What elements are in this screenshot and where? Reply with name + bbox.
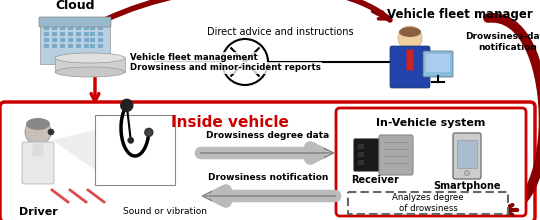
Bar: [52, 38, 57, 42]
Bar: [68, 26, 73, 30]
Polygon shape: [52, 130, 95, 170]
Bar: [60, 44, 65, 48]
Bar: [76, 38, 81, 42]
Bar: [68, 38, 73, 42]
FancyBboxPatch shape: [22, 142, 54, 184]
Ellipse shape: [55, 53, 125, 63]
Circle shape: [222, 39, 268, 85]
Bar: [60, 32, 65, 36]
Bar: [44, 26, 49, 30]
FancyBboxPatch shape: [453, 133, 481, 179]
FancyBboxPatch shape: [336, 108, 526, 216]
Bar: [98, 44, 103, 48]
Bar: [76, 26, 81, 30]
Bar: [84, 44, 89, 48]
Text: Drowsiness notification: Drowsiness notification: [208, 173, 328, 182]
Circle shape: [121, 99, 133, 111]
Bar: [52, 32, 57, 36]
Bar: [76, 32, 81, 36]
Bar: [44, 38, 49, 42]
FancyBboxPatch shape: [407, 50, 414, 70]
FancyBboxPatch shape: [354, 139, 384, 171]
Bar: [358, 152, 364, 157]
FancyBboxPatch shape: [348, 192, 508, 214]
Bar: [98, 32, 103, 36]
Text: Drowsiness and minor-incident reports: Drowsiness and minor-incident reports: [130, 64, 321, 73]
Bar: [90, 32, 95, 36]
FancyBboxPatch shape: [39, 17, 111, 27]
Text: Inside vehicle: Inside vehicle: [171, 115, 289, 130]
Bar: [84, 26, 89, 30]
Bar: [76, 44, 81, 48]
Text: In-Vehicle system: In-Vehicle system: [376, 118, 485, 128]
Text: Vehicle fleet manager: Vehicle fleet manager: [387, 8, 533, 21]
Bar: [90, 38, 95, 42]
FancyBboxPatch shape: [32, 143, 44, 156]
FancyBboxPatch shape: [457, 140, 477, 168]
FancyBboxPatch shape: [390, 46, 430, 88]
Bar: [60, 38, 65, 42]
Text: Direct advice and instructions: Direct advice and instructions: [207, 27, 353, 37]
Bar: [68, 44, 73, 48]
FancyBboxPatch shape: [423, 51, 453, 77]
Bar: [358, 160, 364, 165]
FancyBboxPatch shape: [426, 54, 450, 72]
Bar: [68, 32, 73, 36]
Ellipse shape: [26, 118, 50, 130]
Text: Receiver: Receiver: [351, 175, 399, 185]
Text: Vehicle fleet management: Vehicle fleet management: [130, 53, 258, 62]
Text: Cloud: Cloud: [55, 0, 94, 12]
Text: Sound or vibration: Sound or vibration: [123, 207, 207, 216]
Text: Drowsiness degree data: Drowsiness degree data: [206, 131, 329, 140]
Bar: [52, 26, 57, 30]
Bar: [84, 38, 89, 42]
Text: Driver: Driver: [18, 207, 57, 217]
Bar: [52, 44, 57, 48]
Circle shape: [128, 137, 134, 143]
Circle shape: [464, 170, 469, 176]
Bar: [44, 44, 49, 48]
FancyBboxPatch shape: [40, 22, 110, 64]
Circle shape: [145, 128, 153, 136]
Bar: [90, 26, 95, 30]
FancyBboxPatch shape: [0, 102, 535, 220]
Bar: [358, 144, 364, 149]
Bar: [84, 32, 89, 36]
Text: Drowsiness-data
notification: Drowsiness-data notification: [465, 32, 540, 52]
Text: Analyzes degree
of drowsiness: Analyzes degree of drowsiness: [392, 193, 464, 213]
Circle shape: [48, 129, 54, 135]
Circle shape: [25, 119, 51, 145]
FancyBboxPatch shape: [95, 115, 175, 185]
Bar: [90, 44, 95, 48]
Text: Smartphone: Smartphone: [433, 181, 501, 191]
Ellipse shape: [399, 27, 421, 37]
FancyBboxPatch shape: [379, 135, 413, 175]
Circle shape: [398, 26, 422, 50]
Bar: [44, 32, 49, 36]
Bar: [60, 26, 65, 30]
Bar: [98, 26, 103, 30]
Ellipse shape: [55, 67, 125, 77]
Bar: [98, 38, 103, 42]
FancyBboxPatch shape: [55, 58, 125, 72]
